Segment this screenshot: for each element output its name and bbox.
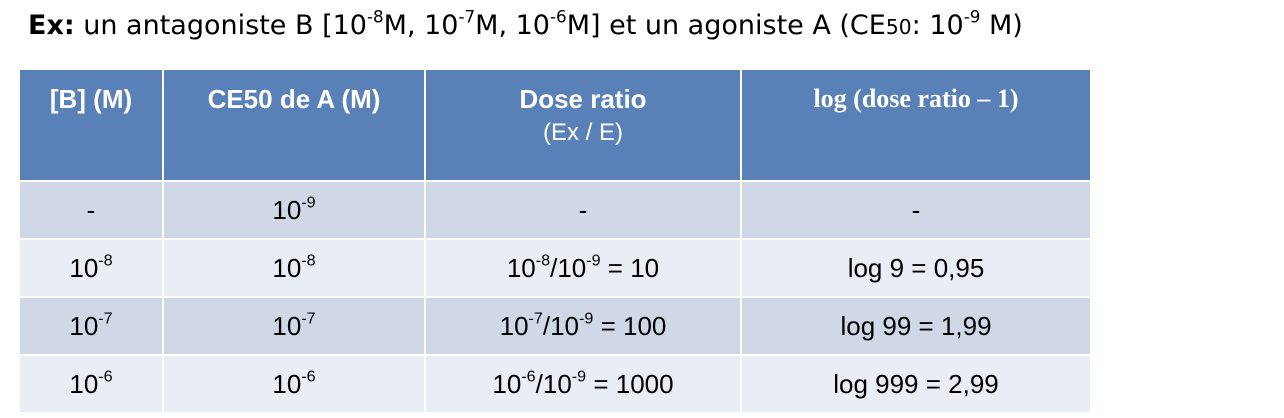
superscript: -7 xyxy=(458,6,476,27)
table-cell: 10-8/10-9 = 10 xyxy=(424,238,742,298)
text-run: - xyxy=(86,194,96,225)
superscript: -7 xyxy=(98,309,113,328)
table-cell: 10-7 xyxy=(18,296,164,356)
header-label: [B] (M) xyxy=(49,84,133,114)
small-text: 50 xyxy=(885,15,912,39)
table-cell: 10-7 xyxy=(162,296,426,356)
text-run: = 10 xyxy=(600,252,660,283)
table-cell: - xyxy=(424,180,742,240)
text-run: = 1000 xyxy=(586,368,674,399)
header-cell: [B] (M) xyxy=(18,68,164,182)
title: Ex: un antagoniste B [10-8M, 10-7M, 10-6… xyxy=(28,8,1023,41)
header-label: log (dose ratio – 1) xyxy=(813,84,1019,113)
text-run: 10 xyxy=(69,310,99,341)
table-row: 10-7 10-7 10-7/10-9 = 100 log 99 = 1,99 xyxy=(18,296,1092,356)
superscript: -8 xyxy=(366,6,384,27)
table-row: 10-6 10-6 10-6/10-9 = 1000 log 999 = 2,99 xyxy=(18,354,1092,414)
text-run: 10 xyxy=(272,368,302,399)
text-run: M, 10 xyxy=(383,10,459,41)
superscript: -9 xyxy=(571,367,587,386)
superscript: -7 xyxy=(528,309,543,328)
header-cell: log (dose ratio – 1) xyxy=(740,68,1092,182)
header-label: Dose ratio xyxy=(519,84,647,114)
header-sublabel: (Ex / E) xyxy=(542,119,623,146)
superscript: -6 xyxy=(301,367,316,386)
text-run: /10 xyxy=(550,252,587,283)
header-label: CE50 de A (M) xyxy=(207,84,381,114)
text-run: /10 xyxy=(535,368,572,399)
superscript: -9 xyxy=(579,309,594,328)
text-run: 10 xyxy=(69,368,99,399)
superscript: -6 xyxy=(98,367,113,386)
table: [B] (M) CE50 de A (M) Dose ratio (Ex / E) lo… xyxy=(18,68,1092,414)
superscript: -9 xyxy=(963,6,981,27)
text-run: log 999 = 2,99 xyxy=(833,368,999,399)
superscript: -6 xyxy=(550,6,567,27)
text-run: /10 xyxy=(542,310,580,341)
superscript: -6 xyxy=(521,367,536,386)
text-run: 10 xyxy=(272,194,302,225)
bold-text: Ex: xyxy=(28,10,75,41)
table-row: 10-8 10-8 10-8/10-9 = 10 log 9 = 0,95 xyxy=(18,238,1092,298)
superscript: -8 xyxy=(301,251,316,270)
text-run: log 99 = 1,99 xyxy=(840,310,992,341)
text-run: un antagoniste B [10 xyxy=(74,10,367,41)
text-run: log 9 = 0,95 xyxy=(847,252,985,283)
table-cell: log 999 = 2,99 xyxy=(740,354,1092,414)
table-body: -10-9- -10-8 10-8 10-8/10-9 = 10 log 9 = 0,9… xyxy=(18,180,1092,414)
table-cell: 10-6/10-9 = 1000 xyxy=(424,354,742,414)
superscript: -8 xyxy=(535,251,551,270)
header-row: [B] (M) CE50 de A (M) Dose ratio (Ex / E) lo… xyxy=(18,68,1092,182)
text-run: : 10 xyxy=(911,10,964,41)
table-cell: 10-8 xyxy=(18,238,164,298)
text-run: = 100 xyxy=(593,310,667,341)
table-cell: 10-9 xyxy=(162,180,426,240)
text-run: - xyxy=(911,194,921,225)
text-run: M) xyxy=(980,10,1023,41)
text-run: 10 xyxy=(492,368,522,399)
text-run: M] et un agoniste A (CE xyxy=(566,10,886,41)
superscript: -9 xyxy=(586,251,601,270)
text-run: 10 xyxy=(69,252,99,283)
text-run: 10 xyxy=(272,310,302,341)
superscript: -9 xyxy=(301,193,316,212)
text-run: - xyxy=(578,194,588,225)
header-cell: CE50 de A (M) xyxy=(162,68,426,182)
table-cell: log 99 = 1,99 xyxy=(740,296,1092,356)
table-cell: log 9 = 0,95 xyxy=(740,238,1092,298)
text-run: 10 xyxy=(272,252,302,283)
table-cell: 10-6 xyxy=(18,354,164,414)
table-cell: 10-8 xyxy=(162,238,426,298)
table-cell: - xyxy=(18,180,164,240)
table-cell: 10-7/10-9 = 100 xyxy=(424,296,742,356)
table-cell: 10-6 xyxy=(162,354,426,414)
table-row: - 10-9 - - xyxy=(18,180,1092,240)
table-cell: - xyxy=(740,180,1092,240)
text-run: 10 xyxy=(499,310,529,341)
text-run: 10 xyxy=(506,252,536,283)
header-cell: Dose ratio (Ex / E) xyxy=(424,68,742,182)
superscript: -8 xyxy=(98,251,113,270)
superscript: -7 xyxy=(301,309,316,328)
text-run: M, 10 xyxy=(475,10,550,41)
